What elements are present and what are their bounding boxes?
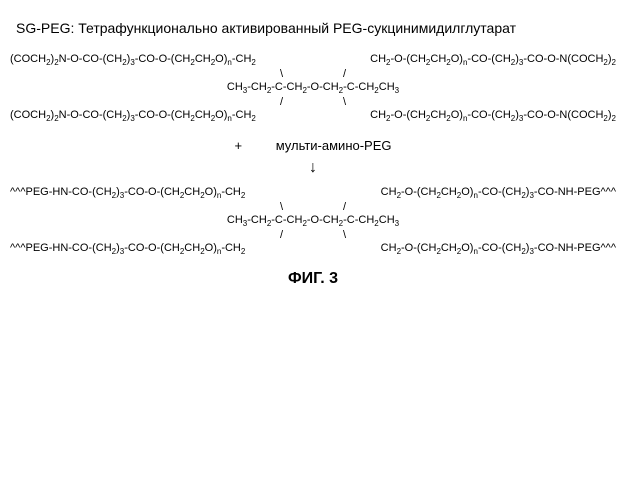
s2-core: CH3-CH2-C-CH2-O-CH2-C-CH2CH3	[10, 215, 616, 228]
s1-arm-bottom-right: CH2-O-(CH2CH2O)n-CO-(CH2)3-CO-O-N(COCH2)…	[370, 110, 616, 123]
s1-bonds-top: \/	[10, 69, 616, 80]
structure-1: (COCH2)2N-O-CO-(CH2)3-CO-O-(CH2CH2O)n-CH…	[10, 54, 616, 124]
reaction-plus-row: + мульти-амино-PEG	[10, 138, 616, 153]
s1-arm-top-left: (COCH2)2N-O-CO-(CH2)3-CO-O-(CH2CH2O)n-CH…	[10, 54, 256, 67]
figure-label: ФИГ. 3	[10, 270, 616, 288]
plus-symbol: +	[234, 138, 242, 153]
s1-core: CH3-CH2-C-CH2-O-CH2-C-CH2CH3	[10, 82, 616, 95]
s1-arm-bottom-left: (COCH2)2N-O-CO-(CH2)3-CO-O-(CH2CH2O)n-CH…	[10, 110, 256, 123]
s1-bonds-bottom: /\	[10, 97, 616, 108]
s1-arm-top-right: CH2-O-(CH2CH2O)n-CO-(CH2)3-CO-O-N(COCH2)…	[370, 54, 616, 67]
s2-bonds-bottom: /\	[10, 230, 616, 241]
s2-arm-top-right: CH2-O-(CH2CH2O)n-CO-(CH2)3-CO-NH-PEG^^^	[381, 187, 616, 200]
diagram-title: SG-PEG: Тетрафункционально активированны…	[10, 20, 616, 36]
s2-arm-bottom-right: CH2-O-(CH2CH2O)n-CO-(CH2)3-CO-NH-PEG^^^	[381, 243, 616, 256]
reagent-label: мульти-амино-PEG	[276, 138, 392, 153]
s2-bonds-top: \/	[10, 202, 616, 213]
reaction-arrow: ↓	[10, 159, 616, 177]
s2-arm-bottom-left: ^^^PEG-HN-CO-(CH2)3-CO-O-(CH2CH2O)n-CH2	[10, 243, 245, 256]
structure-2: ^^^PEG-HN-CO-(CH2)3-CO-O-(CH2CH2O)n-CH2 …	[10, 187, 616, 257]
s2-arm-top-left: ^^^PEG-HN-CO-(CH2)3-CO-O-(CH2CH2O)n-CH2	[10, 187, 245, 200]
